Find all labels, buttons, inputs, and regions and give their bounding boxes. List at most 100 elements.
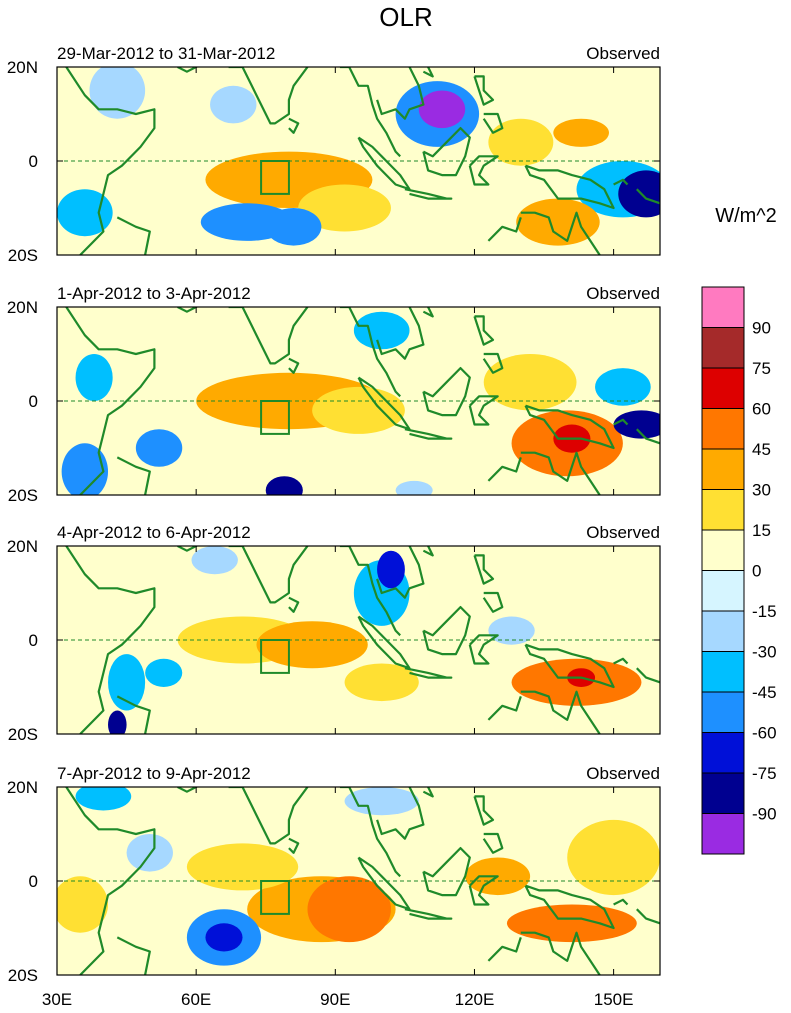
anomaly-region bbox=[186, 843, 299, 891]
lat-tick-label: 0 bbox=[29, 872, 38, 891]
colorbar-swatch bbox=[701, 732, 745, 774]
coastline bbox=[177, 787, 199, 793]
panel-label: Observed bbox=[586, 523, 660, 542]
colorbar-label: 15 bbox=[752, 521, 771, 540]
lat-tick-label: 20S bbox=[8, 246, 38, 265]
coastline bbox=[116, 695, 151, 734]
anomaly-region bbox=[108, 710, 127, 734]
map-panel: 20N 0 20S 4-Apr-2012 to 6-Apr-2012 Observed bbox=[7, 523, 661, 744]
anomaly-region bbox=[265, 208, 322, 246]
coastline bbox=[520, 931, 601, 975]
anomaly-region bbox=[488, 118, 554, 166]
coastline bbox=[376, 67, 425, 120]
coastline bbox=[487, 696, 522, 721]
coastline bbox=[404, 428, 453, 440]
coastline bbox=[613, 418, 629, 426]
colorbar-label: -75 bbox=[752, 764, 777, 783]
coastline bbox=[422, 367, 471, 417]
lat-tick-label: 20N bbox=[7, 778, 38, 797]
colorbar: 90 75 60 45 30 15 0 -15 -30 -45 -60 -75 -90 bbox=[701, 286, 777, 855]
coastline bbox=[116, 456, 151, 495]
coastline bbox=[339, 787, 401, 878]
lat-tick-label: 20N bbox=[7, 298, 38, 317]
coastlines bbox=[65, 787, 660, 975]
coastline bbox=[422, 787, 434, 798]
anomaly-region bbox=[567, 819, 660, 896]
coastline bbox=[228, 787, 309, 845]
coastline bbox=[339, 67, 401, 158]
lon-tick-label: 60E bbox=[181, 990, 211, 1009]
coastline bbox=[288, 357, 300, 374]
coastline bbox=[422, 605, 471, 656]
longitude-axis: 30E 60E 90E 120E 150E bbox=[42, 990, 634, 1009]
lon-tick-label: 90E bbox=[320, 990, 350, 1009]
anomaly-region bbox=[483, 354, 577, 411]
colorbar-label: 0 bbox=[752, 562, 761, 581]
colorbar-label: 75 bbox=[752, 359, 771, 378]
coastline bbox=[468, 634, 499, 665]
coastline bbox=[487, 457, 522, 482]
coastline bbox=[524, 404, 615, 450]
coastline bbox=[422, 67, 434, 78]
coastline bbox=[473, 315, 495, 346]
colorbar-swatch bbox=[701, 772, 745, 814]
anomaly-region bbox=[307, 876, 391, 943]
colorbar-swatch bbox=[701, 489, 745, 531]
ticks bbox=[56, 786, 660, 976]
coastline bbox=[228, 546, 309, 604]
lat-tick-label: 0 bbox=[29, 631, 38, 650]
coastline bbox=[65, 546, 156, 734]
coastline bbox=[468, 155, 499, 186]
lon-tick-label: 30E bbox=[42, 990, 72, 1009]
region-box bbox=[260, 160, 290, 195]
region-box bbox=[260, 880, 290, 915]
lat-tick-label: 20S bbox=[8, 966, 38, 985]
coastline bbox=[422, 846, 471, 897]
colorbar-swatch bbox=[701, 529, 745, 571]
coastline bbox=[468, 875, 499, 906]
coastline bbox=[482, 112, 504, 134]
colorbar-swatch bbox=[701, 570, 745, 612]
lat-tick-label: 20S bbox=[8, 725, 38, 744]
coastline bbox=[636, 188, 660, 205]
coastline bbox=[520, 690, 601, 734]
coastline bbox=[473, 75, 495, 106]
coastline bbox=[177, 67, 199, 73]
colorbar-swatch bbox=[701, 367, 745, 409]
colorbar-label: -90 bbox=[752, 805, 777, 824]
coastline bbox=[482, 352, 504, 374]
panel-date-range: 4-Apr-2012 to 6-Apr-2012 bbox=[57, 523, 251, 542]
anomaly-region bbox=[488, 616, 535, 645]
colorbar-label: 90 bbox=[752, 319, 771, 338]
anomaly-region bbox=[205, 923, 243, 952]
anomaly-region bbox=[89, 67, 146, 119]
colorbar-label: -30 bbox=[752, 643, 777, 662]
lon-tick-label: 120E bbox=[455, 990, 495, 1009]
panel-date-range: 1-Apr-2012 to 3-Apr-2012 bbox=[57, 284, 251, 303]
anomaly-region bbox=[75, 787, 132, 811]
anomaly-region bbox=[613, 410, 660, 439]
lat-tick-label: 20N bbox=[7, 58, 38, 77]
colorbar-swatch bbox=[701, 691, 745, 733]
coastline bbox=[482, 832, 504, 854]
anomaly-region bbox=[145, 658, 183, 688]
colorbar-swatch bbox=[701, 408, 745, 450]
figure-title: OLR bbox=[379, 2, 432, 32]
lat-tick-label: 0 bbox=[29, 152, 38, 171]
coastline bbox=[65, 787, 156, 975]
anomaly-region bbox=[506, 904, 637, 943]
coastline bbox=[177, 307, 199, 313]
colorbar-swatch bbox=[701, 327, 745, 369]
coastline bbox=[376, 546, 425, 599]
lon-tick-label: 150E bbox=[594, 990, 634, 1009]
region-box bbox=[260, 400, 290, 435]
coastline bbox=[520, 451, 601, 495]
anomaly-field bbox=[57, 67, 660, 246]
coastline bbox=[422, 127, 471, 177]
panel-label: Observed bbox=[586, 284, 660, 303]
coastline bbox=[422, 546, 434, 557]
anomaly-region bbox=[344, 663, 419, 702]
lat-tick-label: 20S bbox=[8, 486, 38, 505]
anomaly-region bbox=[57, 189, 113, 237]
